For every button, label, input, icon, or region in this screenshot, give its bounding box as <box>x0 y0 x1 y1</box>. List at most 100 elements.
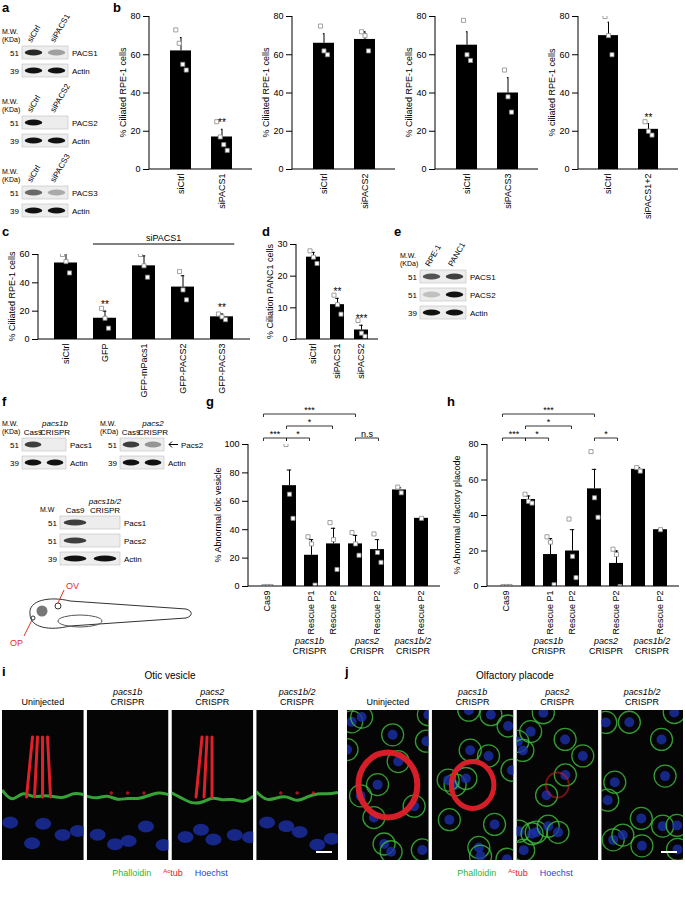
svg-text:Rescue P2: Rescue P2 <box>416 591 426 635</box>
svg-text:40: 40 <box>468 510 478 520</box>
svg-text:40: 40 <box>273 88 283 98</box>
svg-text:Rescue P2: Rescue P2 <box>567 591 577 635</box>
svg-text:Otic vesicle: Otic vesicle <box>144 670 196 681</box>
svg-text:pacs2CRISPR: pacs2CRISPR <box>540 687 575 707</box>
svg-text:Rescue P2: Rescue P2 <box>372 591 382 635</box>
svg-text:(KDa): (KDa) <box>2 428 20 436</box>
svg-text:Olfactory placode: Olfactory placode <box>476 670 554 681</box>
svg-text:pacs1bCRISPR: pacs1bCRISPR <box>40 419 70 437</box>
svg-text:80: 80 <box>229 468 239 478</box>
svg-text:siPACS1: siPACS1 <box>332 344 342 379</box>
svg-text:*: * <box>535 429 539 439</box>
svg-text:*: * <box>547 417 551 427</box>
svg-text:0: 0 <box>564 164 569 174</box>
svg-text:siCtrl: siCtrl <box>176 174 186 195</box>
svg-text:Actin: Actin <box>72 207 90 216</box>
svg-text:60: 60 <box>559 50 569 60</box>
svg-text:40: 40 <box>559 88 569 98</box>
svg-text:(KDa): (KDa) <box>400 260 418 268</box>
svg-text:siCtrl: siCtrl <box>25 164 42 184</box>
svg-text:51: 51 <box>10 49 19 58</box>
svg-text:39: 39 <box>108 459 117 468</box>
svg-text:(KDa): (KDa) <box>2 176 20 184</box>
svg-text:PACS2: PACS2 <box>72 119 98 128</box>
svg-text:Actin: Actin <box>72 137 90 146</box>
svg-text:pacs1b/2CRISPR: pacs1b/2CRISPR <box>278 687 316 707</box>
svg-text:PACS1: PACS1 <box>72 49 98 58</box>
svg-text:siPACS1: siPACS1 <box>146 233 181 243</box>
svg-text:% ciliated RPE-1 cells: % ciliated RPE-1 cells <box>547 48 557 137</box>
svg-text:siPACS1: siPACS1 <box>48 12 72 44</box>
svg-text:PACS2: PACS2 <box>470 291 496 300</box>
svg-text:60: 60 <box>468 475 478 485</box>
svg-text:39: 39 <box>48 555 57 564</box>
svg-text:Actin: Actin <box>72 67 90 76</box>
svg-text:39: 39 <box>10 67 19 76</box>
svg-text:39: 39 <box>10 137 19 146</box>
svg-text:M.W: M.W <box>40 506 55 513</box>
svg-text:PhalloidinActubHoechst: PhalloidinActubHoechst <box>112 868 228 878</box>
svg-text:pacs2CRISPR: pacs2CRISPR <box>138 419 168 437</box>
svg-text:**: ** <box>334 286 342 297</box>
svg-text:51: 51 <box>10 119 19 128</box>
svg-text:20: 20 <box>559 126 569 136</box>
svg-text:n.s: n.s <box>361 429 374 439</box>
svg-text:siPACS1+2: siPACS1+2 <box>643 174 653 220</box>
svg-text:40: 40 <box>130 88 140 98</box>
svg-text:39: 39 <box>10 207 19 216</box>
svg-text:*: * <box>296 429 300 439</box>
svg-text:OV: OV <box>66 581 79 591</box>
svg-text:siCtrl: siCtrl <box>319 174 329 195</box>
svg-text:Pacs2: Pacs2 <box>124 537 147 546</box>
svg-text:siCtrl: siCtrl <box>25 24 42 44</box>
svg-text:Pacs1: Pacs1 <box>124 519 147 528</box>
svg-text:M.W.: M.W. <box>2 420 18 427</box>
svg-text:20: 20 <box>277 271 287 281</box>
svg-text:60: 60 <box>130 50 140 60</box>
svg-text:Cas9: Cas9 <box>262 591 272 612</box>
svg-text:*: * <box>308 417 312 427</box>
svg-text:40: 40 <box>19 278 29 288</box>
svg-text:30: 30 <box>277 239 287 249</box>
svg-text:***: *** <box>509 429 520 439</box>
svg-text:% Abnormal otic vesicle: % Abnormal otic vesicle <box>213 467 223 562</box>
svg-text:GFP: GFP <box>100 344 110 363</box>
svg-text:40: 40 <box>229 525 239 535</box>
svg-text:Uninjected: Uninjected <box>367 697 410 707</box>
svg-text:siCtrl: siCtrl <box>61 344 71 365</box>
svg-text:siCtrl: siCtrl <box>25 94 42 114</box>
svg-text:Pacs2: Pacs2 <box>181 441 204 450</box>
svg-text:***: *** <box>270 429 281 439</box>
svg-text:Rescue P1: Rescue P1 <box>545 591 555 635</box>
svg-text:0: 0 <box>135 164 140 174</box>
svg-text:20: 20 <box>468 546 478 556</box>
svg-text:60: 60 <box>273 50 283 60</box>
svg-text:60: 60 <box>416 50 426 60</box>
svg-text:0: 0 <box>24 334 29 344</box>
svg-text:OP: OP <box>10 638 23 648</box>
svg-text:60: 60 <box>19 249 29 259</box>
svg-text:80: 80 <box>273 11 283 21</box>
svg-text:siCtrl: siCtrl <box>462 174 472 195</box>
svg-text:51: 51 <box>408 291 417 300</box>
svg-text:***: *** <box>356 313 368 324</box>
svg-text:pacs1b/2CRISPR: pacs1b/2CRISPR <box>633 636 671 656</box>
svg-text:(KDa): (KDa) <box>100 428 118 436</box>
svg-text:39: 39 <box>10 459 19 468</box>
svg-text:siPACS2: siPACS2 <box>356 344 366 379</box>
svg-text:**: ** <box>645 112 653 123</box>
svg-text:PhalloidinActubHoechst: PhalloidinActubHoechst <box>457 868 573 878</box>
svg-text:60: 60 <box>229 496 239 506</box>
svg-text:51: 51 <box>108 441 117 450</box>
svg-text:51: 51 <box>48 537 57 546</box>
svg-text:siCtrl: siCtrl <box>308 344 318 365</box>
svg-text:20: 20 <box>229 553 239 563</box>
svg-text:Pacs1: Pacs1 <box>70 441 93 450</box>
svg-text:Actin: Actin <box>70 459 88 468</box>
svg-text:siPACS3: siPACS3 <box>48 152 72 184</box>
svg-text:M.W.: M.W. <box>100 420 116 427</box>
svg-text:pacs1b/2CRISPR: pacs1b/2CRISPR <box>88 497 122 515</box>
svg-text:siPACS2: siPACS2 <box>360 174 370 209</box>
svg-text:Rescue P2: Rescue P2 <box>328 591 338 635</box>
svg-text:20: 20 <box>416 126 426 136</box>
